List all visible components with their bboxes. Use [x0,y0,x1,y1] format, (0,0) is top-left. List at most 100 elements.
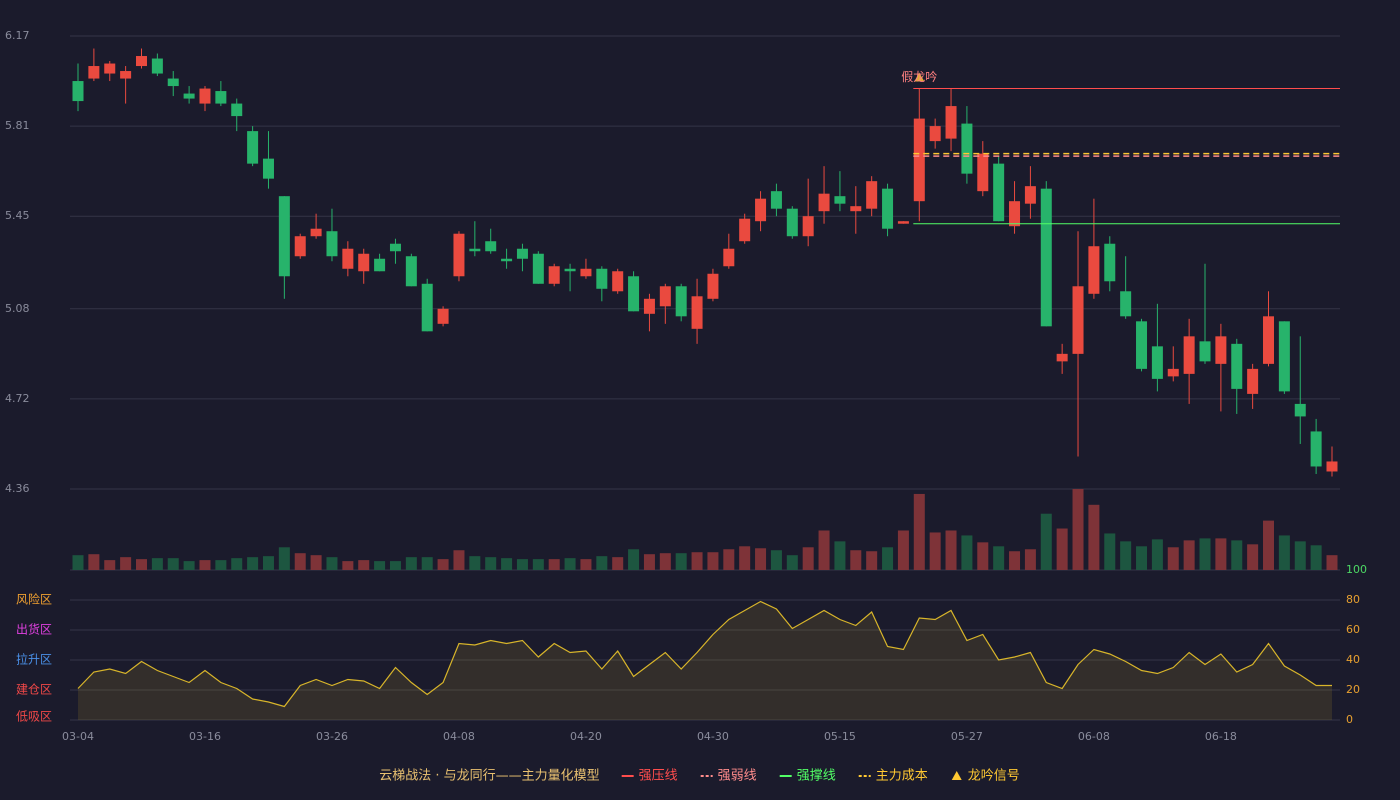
candle-body [1199,341,1211,362]
volume-bar [977,542,989,570]
candle-body [1247,368,1259,394]
candle-body [374,258,386,272]
candle-body [548,266,560,284]
legend-title: 云梯战法 · 与龙同行——主力量化模型 [379,769,599,784]
candle-body [278,196,290,277]
candle-body [104,63,116,74]
volume-bar [850,550,862,570]
volume-bar [643,554,655,570]
candle-body [1183,336,1195,374]
volume-bar [183,561,195,570]
candle-body [850,206,862,212]
volume-bar [405,557,417,570]
candle-body [516,248,528,259]
volume-bar [612,557,624,570]
volume-bar [1310,545,1322,570]
candle-body [183,93,195,99]
candle-body [199,88,211,104]
candle-body [1151,346,1163,379]
volume-bar [532,559,544,570]
candle-body [977,153,989,192]
volume-bar [1072,489,1084,570]
volume-bar [1120,541,1132,570]
candle-body [1040,188,1052,327]
candle-body [231,103,243,117]
volume-bar [1136,546,1148,570]
candle-body [739,218,751,242]
candle-body [770,191,782,209]
x-tick-label: 03-26 [316,730,348,743]
candle-body [834,196,846,204]
candle-body [1215,336,1227,364]
candle-body [612,271,624,292]
candle-body [215,91,227,104]
volume-bar [421,557,433,570]
indicator-tick-label: 80 [1346,593,1360,606]
volume-bar [1009,551,1021,570]
candle-body [1278,321,1290,392]
zone-label: 低吸区 [16,710,52,724]
indicator-tick-label: 100 [1346,563,1367,576]
volume-bar [770,550,782,570]
y-tick-label: 4.36 [5,482,30,495]
volume-bar [72,555,84,570]
volume-bar [453,550,465,570]
candle-body [1294,403,1306,417]
volume-bar [167,558,179,570]
candle-body [72,81,84,102]
candle-body [786,208,798,237]
candle-body [421,283,433,332]
volume-bar [707,552,719,570]
candle-body [294,236,306,257]
candle-body [151,58,163,74]
volume-bar [1104,533,1116,570]
zone-label: 风险区 [16,592,52,607]
volume-bar [866,551,878,570]
volume-bar [993,546,1005,570]
candle-body [1136,321,1148,369]
candle-body [897,221,909,224]
volume-bar [215,560,227,570]
candle-body [1120,291,1132,317]
y-tick-label: 5.45 [5,209,30,222]
volume-bar [485,557,497,570]
volume-bar [897,530,909,570]
candle-body [802,216,814,237]
candle-body [485,241,497,252]
candle-body [628,276,640,312]
y-tick-label: 6.17 [5,29,30,42]
volume-bar [1231,540,1243,570]
candle-body [675,286,687,317]
candle-body [659,286,671,307]
volume-bar [1088,504,1100,570]
legend-label: 强撑线 [797,769,836,784]
legend-label: 强弱线 [718,769,757,784]
volume-bar [580,559,592,570]
candle-body [358,253,370,272]
candle-body [437,308,449,324]
indicator-tick-label: 60 [1346,623,1360,636]
volume-bar [516,559,528,570]
candle-body [453,233,465,277]
candle-body [167,78,179,87]
candle-body [262,158,274,179]
volume-bar [1040,513,1052,570]
candle-body [1104,243,1116,282]
candle-body [755,198,767,222]
volume-bar [1199,538,1211,570]
volume-bar [1183,540,1195,570]
candle-body [580,268,592,277]
volume-bar [675,553,687,570]
indicator-line [77,600,1332,708]
candle-body [707,273,719,299]
volume-bar [104,560,116,570]
candle-body [1310,431,1322,467]
volume-bar [945,530,957,570]
volume-bar [389,561,401,570]
volume-bar [659,553,671,570]
candle-body [961,123,973,174]
x-tick-label: 06-08 [1078,730,1110,743]
volume-bar [135,559,147,570]
